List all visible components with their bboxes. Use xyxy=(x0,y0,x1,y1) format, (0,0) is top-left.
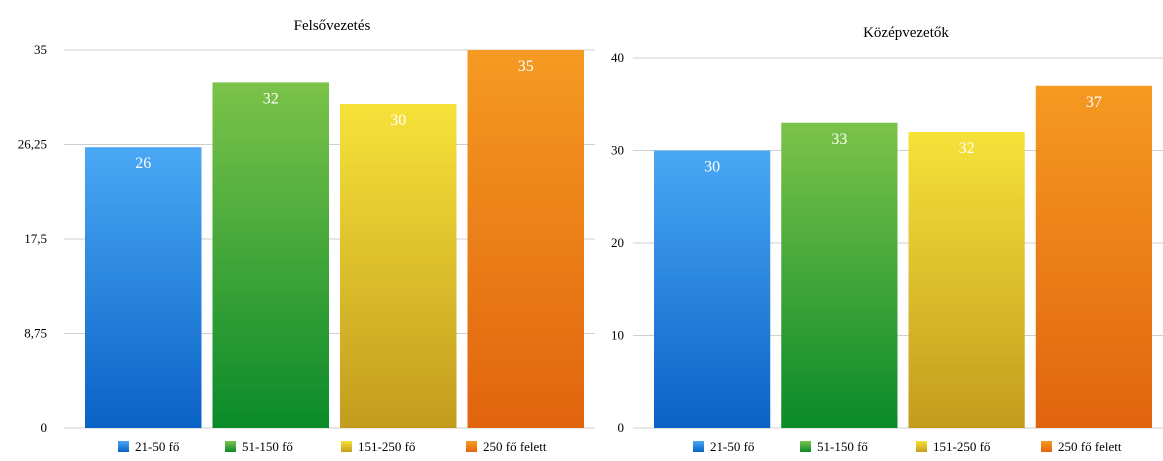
bar-21-50-fo xyxy=(654,150,771,428)
y-tick-label: 10 xyxy=(611,328,624,343)
bar-51-150-fo xyxy=(212,82,329,429)
legend-label: 51-150 fő xyxy=(242,439,293,454)
y-tick-label: 20 xyxy=(611,235,624,250)
legend: 21-50 fő 51-150 fő 151-250 fő 250 fő felett xyxy=(118,439,547,454)
y-tick-label: 35 xyxy=(34,42,47,57)
bar-51-150-fo xyxy=(781,122,898,428)
legend-swatch xyxy=(1041,441,1052,452)
y-tick-label: 40 xyxy=(611,50,624,65)
legend-swatch xyxy=(118,441,129,452)
bar-151-250-fo xyxy=(908,132,1025,428)
bar-151-250-fo xyxy=(340,104,457,428)
legend-swatch xyxy=(916,441,927,452)
legend-swatch xyxy=(800,441,811,452)
chart-kozepvezetok: Középvezetők 0 10 20 30 40 30 33 32 37 21-50 fő… xyxy=(611,25,1163,454)
bar-value-label: 32 xyxy=(263,90,279,107)
legend-label: 250 fő felett xyxy=(483,439,547,454)
bar-value-label: 30 xyxy=(390,112,406,129)
bar-value-label: 33 xyxy=(831,131,847,148)
legend-swatch xyxy=(341,441,352,452)
y-tick-label: 30 xyxy=(611,143,624,158)
y-tick-label: 0 xyxy=(41,420,48,435)
y-tick-label: 26,25 xyxy=(18,137,47,152)
bars xyxy=(85,50,584,429)
chart-felsovezetes: Felsővezetés 0 8,75 17,5 26,25 35 26 32 30 35 2… xyxy=(18,18,595,454)
bars xyxy=(654,85,1152,428)
legend-label: 250 fő felett xyxy=(1058,439,1122,454)
legend-swatch xyxy=(693,441,704,452)
data-labels: 26 32 30 35 xyxy=(135,58,534,172)
chart-title: Középvezetők xyxy=(863,25,949,41)
legend-label: 21-50 fő xyxy=(710,439,754,454)
bar-250-fo-felett xyxy=(1035,85,1152,428)
legend-label: 21-50 fő xyxy=(135,439,179,454)
bar-value-label: 32 xyxy=(959,140,975,157)
bar-value-label: 30 xyxy=(704,159,720,176)
y-axis-ticks: 0 10 20 30 40 xyxy=(611,50,624,435)
legend: 21-50 fő 51-150 fő 151-250 fő 250 fő felett xyxy=(693,439,1122,454)
legend-swatch xyxy=(466,441,477,452)
bar-21-50-fo xyxy=(85,147,202,428)
y-tick-label: 0 xyxy=(618,420,625,435)
bar-value-label: 35 xyxy=(518,58,534,75)
y-tick-label: 17,5 xyxy=(24,231,47,246)
data-labels: 30 33 32 37 xyxy=(704,94,1102,176)
legend-label: 51-150 fő xyxy=(817,439,868,454)
y-tick-label: 8,75 xyxy=(24,326,47,341)
legend-label: 151-250 fő xyxy=(933,439,990,454)
bar-value-label: 37 xyxy=(1086,94,1102,111)
legend-swatch xyxy=(225,441,236,452)
bar-250-fo-felett xyxy=(467,50,584,428)
legend-label: 151-250 fő xyxy=(358,439,415,454)
chart-title: Felsővezetés xyxy=(294,18,371,34)
bar-value-label: 26 xyxy=(135,155,151,172)
y-axis-ticks: 0 8,75 17,5 26,25 35 xyxy=(18,42,47,435)
